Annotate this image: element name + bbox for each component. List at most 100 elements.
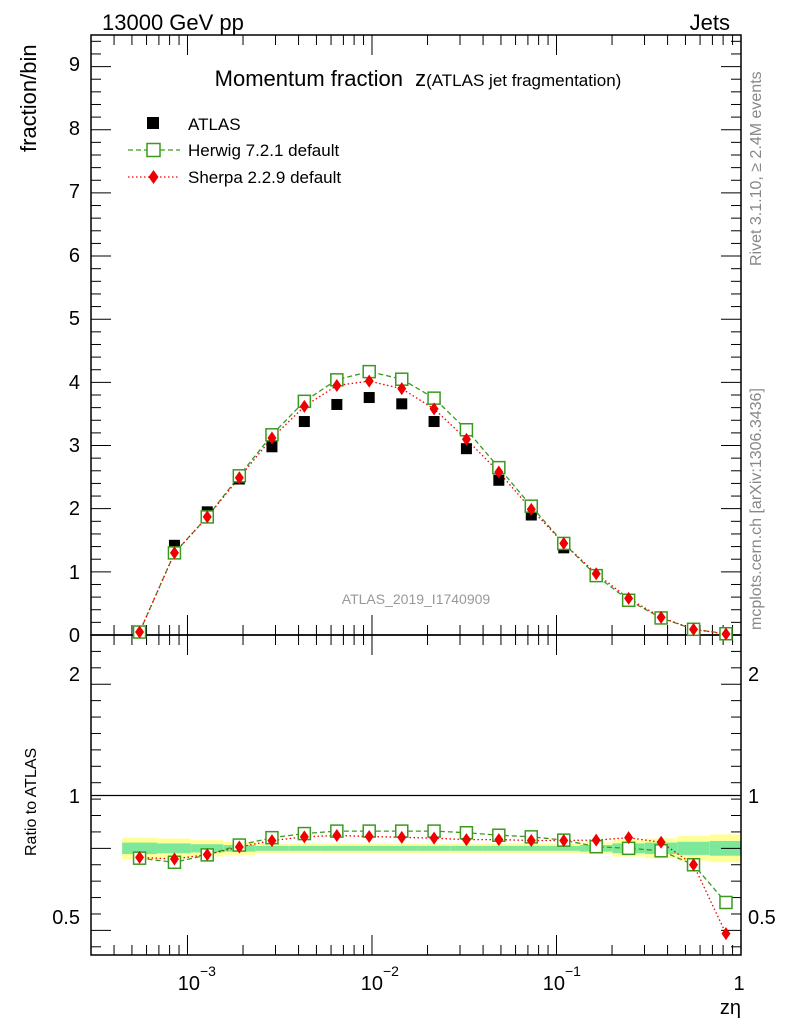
atlas-point-7	[363, 392, 375, 404]
atlas-point-11	[493, 474, 505, 486]
ratio-band-inner-13	[547, 845, 580, 851]
x-tick-label-1e-2-base: 10	[361, 973, 383, 995]
ratio-tick-label-0-5: 0.5	[52, 907, 80, 929]
sherpa-point-16	[656, 610, 666, 624]
sherpa-point-2	[202, 510, 212, 524]
y-tick-label-4: 4	[69, 372, 80, 394]
sherpa-ratio-point-12	[526, 833, 536, 847]
ratio-band-inner-4	[255, 845, 289, 851]
herwig-ratio-point-18	[719, 895, 733, 910]
x-tick-label-1e-1-base: 10	[543, 973, 565, 995]
x-tick-label-1: 1	[733, 973, 744, 995]
sherpa-ratio-point-11	[494, 833, 504, 847]
atlas-point-4	[266, 441, 278, 453]
ratio-band-inner-6	[320, 845, 354, 851]
atlas-point-10	[460, 443, 472, 455]
y-tick-label-9: 9	[69, 54, 80, 76]
sherpa-point-9	[429, 402, 439, 416]
y-tick-label-3: 3	[69, 435, 80, 457]
sherpa-ratio-point-14	[591, 833, 601, 847]
chart-title: Momentum fraction z(ATLAS jet fragmentat…	[215, 66, 622, 91]
sherpa-ratio-point-0	[135, 850, 145, 864]
sherpa-point-1	[169, 546, 179, 560]
x-axis-label: zη	[720, 997, 741, 1019]
y-tick-label-6: 6	[69, 245, 80, 267]
sherpa-point-5	[299, 399, 309, 413]
legend-marker-herwig	[146, 142, 161, 158]
sherpa-point-14	[591, 567, 601, 581]
sherpa-point-15	[624, 591, 634, 605]
header-energy-label: 13000 GeV pp	[102, 10, 244, 35]
sherpa-point-8	[397, 382, 407, 396]
ratio-band-inner-9	[417, 845, 451, 851]
ratio-band-inner-1	[157, 843, 191, 854]
ratio-tick-label-right-0-5: 0.5	[748, 907, 776, 929]
ratio-tick-label-2: 2	[69, 664, 80, 686]
sherpa-ratio-point-5	[299, 830, 309, 844]
main-y-tick-labels: 0 1 2 3 4 5 6 7 8 9	[69, 54, 80, 647]
sherpa-point-18	[721, 627, 731, 641]
y-tick-label-7: 7	[69, 181, 80, 203]
ratio-band-inner-17	[677, 841, 710, 855]
sherpa-ratio-point-1	[169, 852, 179, 866]
sherpa-point-4	[267, 431, 277, 445]
sherpa-point-10	[461, 432, 471, 446]
y-tick-label-0: 0	[69, 625, 80, 647]
ratio-band-inner-5	[288, 845, 321, 851]
x-tick-labels: 10 −3 10 −2 10 −1 1	[178, 963, 745, 995]
sherpa-ratio-point-3	[234, 840, 244, 854]
ratio-tick-label-right-2: 2	[748, 664, 759, 686]
herwig-point-9	[427, 391, 441, 405]
sherpa-point-12	[526, 502, 536, 516]
data-marks	[132, 364, 733, 941]
header-jets-label: Jets	[690, 10, 730, 35]
ratio-band-inner-11	[482, 845, 516, 851]
sherpa-ratio-point-18	[721, 927, 731, 941]
atlas-point-9	[428, 416, 440, 428]
mcplots-label: mcplots.cern.ch [arXiv:1306.3436]	[748, 388, 765, 630]
legend-marker-atlas	[147, 117, 159, 129]
ratio-band-inner-10	[450, 845, 483, 851]
ratio-band-inner-8	[385, 845, 418, 851]
sherpa-point-17	[689, 622, 699, 636]
atlas-point-8	[396, 398, 408, 410]
y-tick-label-1: 1	[69, 562, 80, 584]
chart-title-symbol: z	[415, 66, 426, 91]
y-tick-label-8: 8	[69, 118, 80, 140]
legend-label-herwig: Herwig 7.2.1 default	[188, 141, 339, 160]
chart-title-suffix: (ATLAS jet fragmentation)	[426, 71, 621, 90]
sherpa-point-7	[364, 374, 374, 388]
chart-title-main: Momentum fraction	[215, 66, 403, 91]
y-axis-label: fraction/bin	[16, 44, 41, 152]
x-tick-label-1e-3-exp: −3	[200, 963, 216, 979]
sherpa-point-3	[234, 471, 244, 485]
legend: ATLAS Herwig 7.2.1 default Sherpa 2.2.9 …	[128, 115, 341, 187]
legend-label-sherpa: Sherpa 2.2.9 default	[188, 168, 341, 187]
ratio-y-tick-labels: 0.5 1 2 0.5 1 2	[52, 664, 776, 929]
legend-label-atlas: ATLAS	[188, 115, 241, 134]
sherpa-ratio-point-17	[689, 858, 699, 872]
sherpa-ratio-point-4	[267, 834, 277, 848]
atlas-point-1	[168, 539, 180, 551]
sherpa-ratio-point-10	[461, 833, 471, 847]
sherpa-ratio-point-9	[429, 831, 439, 845]
sherpa-point-13	[559, 536, 569, 550]
x-tick-label-1e-3-base: 10	[178, 973, 200, 995]
sherpa-ratio-point-15	[624, 831, 634, 845]
sherpa-ratio-point-13	[559, 833, 569, 847]
sherpa-ratio-point-2	[202, 848, 212, 862]
sherpa-ratio-point-16	[656, 835, 666, 849]
ratio-tick-label-right-1: 1	[748, 786, 759, 808]
legend-marker-sherpa	[148, 170, 159, 184]
atlas-point-5	[298, 416, 310, 428]
ratio-band-inner-0	[122, 842, 158, 855]
ratio-band-inner-7	[353, 845, 386, 851]
ratio-band-inner-12	[515, 845, 548, 851]
y-tick-label-2: 2	[69, 498, 80, 520]
sherpa-point-6	[332, 379, 342, 393]
sherpa-point-0	[135, 625, 145, 639]
sherpa-ratio-point-6	[332, 829, 342, 843]
x-tick-label-1e-1-exp: −1	[565, 963, 581, 979]
sherpa-point-11	[494, 465, 504, 479]
